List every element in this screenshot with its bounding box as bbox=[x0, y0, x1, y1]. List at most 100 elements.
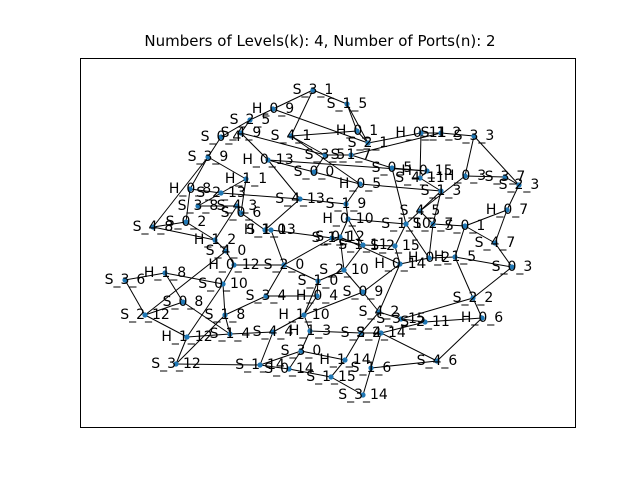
graph-node bbox=[173, 361, 179, 367]
graph-edge bbox=[494, 242, 513, 268]
graph-node bbox=[263, 293, 269, 299]
graph-node bbox=[418, 130, 424, 136]
graph-edge bbox=[288, 350, 302, 370]
node-label: H_0_11 bbox=[395, 125, 446, 141]
figure-title: Numbers of Levels(k): 4, Number of Ports… bbox=[144, 32, 496, 50]
graph-edge bbox=[339, 218, 349, 238]
graph-node bbox=[368, 365, 374, 371]
node-label: S_3_9 bbox=[188, 149, 229, 165]
graph-edge bbox=[240, 212, 266, 231]
graph-node bbox=[262, 227, 268, 233]
graph-edge bbox=[345, 183, 361, 205]
graph-edge bbox=[331, 237, 364, 246]
graph-edge bbox=[220, 119, 251, 138]
node-label: S_1_5 bbox=[327, 96, 368, 112]
node-label: S_4_7 bbox=[475, 235, 516, 251]
graph-node bbox=[502, 174, 508, 180]
graph-edge bbox=[152, 156, 209, 228]
node-label: H_0_15 bbox=[401, 163, 452, 179]
node-label: S_2_4 bbox=[341, 325, 382, 341]
graph-node bbox=[257, 362, 263, 368]
node-label: H_0_13 bbox=[242, 152, 293, 168]
graph-node bbox=[341, 267, 347, 273]
graph-edge bbox=[313, 171, 361, 185]
node-label: S_0_5 bbox=[372, 160, 413, 176]
graph-edge bbox=[290, 135, 361, 185]
graph-node bbox=[314, 293, 320, 299]
graph-node bbox=[234, 203, 240, 209]
graph-edge bbox=[265, 264, 285, 297]
graph-edge bbox=[428, 256, 456, 259]
graph-edge bbox=[432, 223, 466, 227]
node-label: S_4_8 bbox=[133, 219, 174, 235]
graph-edge bbox=[370, 332, 382, 369]
graph-node bbox=[376, 309, 382, 315]
graph-edge bbox=[464, 175, 506, 178]
graph-edge bbox=[394, 223, 407, 247]
graph-node bbox=[298, 348, 304, 354]
graph-edge bbox=[464, 225, 496, 244]
graph-edge bbox=[362, 244, 396, 247]
graph-edge bbox=[290, 135, 326, 156]
node-label: S_4_1 bbox=[271, 128, 312, 144]
graph-edge bbox=[405, 210, 421, 225]
node-label: S_3_7 bbox=[485, 169, 526, 185]
graph-edge bbox=[299, 198, 347, 205]
graph-node bbox=[504, 207, 510, 213]
graph-edge bbox=[175, 314, 226, 365]
graph-edge bbox=[249, 108, 274, 121]
node-label: S_2_12 bbox=[120, 307, 170, 323]
graph-edge bbox=[197, 192, 222, 207]
node-label: H_0_2 bbox=[408, 250, 450, 266]
node-label: S_0_8 bbox=[163, 294, 204, 310]
node-label: S_4_11 bbox=[395, 170, 445, 186]
graph-edge bbox=[391, 167, 407, 225]
node-label: H_1_14 bbox=[319, 352, 370, 368]
graph-edge bbox=[309, 330, 362, 334]
graph-node bbox=[218, 190, 224, 196]
graph-edge bbox=[240, 119, 251, 134]
node-label: H_0_9 bbox=[252, 101, 294, 117]
node-label: S_0_6 bbox=[221, 205, 262, 221]
graph-edge bbox=[380, 321, 426, 334]
graph-edge bbox=[186, 333, 231, 338]
graph-node bbox=[227, 331, 233, 337]
graph-node bbox=[301, 312, 307, 318]
graph-node bbox=[205, 154, 211, 160]
graph-edge bbox=[419, 177, 442, 192]
graph-edge bbox=[240, 178, 247, 214]
graph-edge bbox=[303, 314, 311, 332]
graph-edge bbox=[144, 250, 227, 316]
graph-edge bbox=[356, 130, 369, 144]
node-label: S_4_6 bbox=[417, 353, 458, 369]
graph-edge bbox=[339, 236, 345, 271]
node-label: S_3_15 bbox=[376, 311, 426, 327]
node-label: H_0_1 bbox=[336, 123, 378, 139]
graph-edge bbox=[472, 297, 483, 319]
node-label: H_1_3 bbox=[289, 323, 331, 339]
graph-node bbox=[438, 188, 444, 194]
node-label: H_1_10 bbox=[278, 307, 329, 323]
graph-node bbox=[183, 219, 189, 225]
graph-edge bbox=[419, 175, 466, 212]
graph-edge bbox=[224, 314, 231, 335]
edge-layer bbox=[124, 89, 520, 396]
graph-edge bbox=[300, 350, 346, 361]
node-label: S_1_9 bbox=[326, 196, 367, 212]
graph-node bbox=[231, 262, 237, 268]
node-label: S_3_12 bbox=[151, 356, 201, 372]
graph-node bbox=[345, 216, 351, 222]
graph-node bbox=[462, 173, 468, 179]
graph-node bbox=[348, 152, 354, 158]
graph-edge bbox=[346, 103, 358, 132]
graph-node bbox=[243, 176, 249, 182]
graph-node bbox=[328, 374, 334, 380]
graph-edge bbox=[189, 156, 209, 190]
graph-node bbox=[398, 316, 404, 322]
node-label: S_2_10 bbox=[319, 262, 369, 278]
graph-node bbox=[471, 133, 477, 139]
graph-node bbox=[378, 330, 384, 336]
graph-node bbox=[417, 175, 423, 181]
node-label: S_3_3 bbox=[454, 128, 495, 144]
